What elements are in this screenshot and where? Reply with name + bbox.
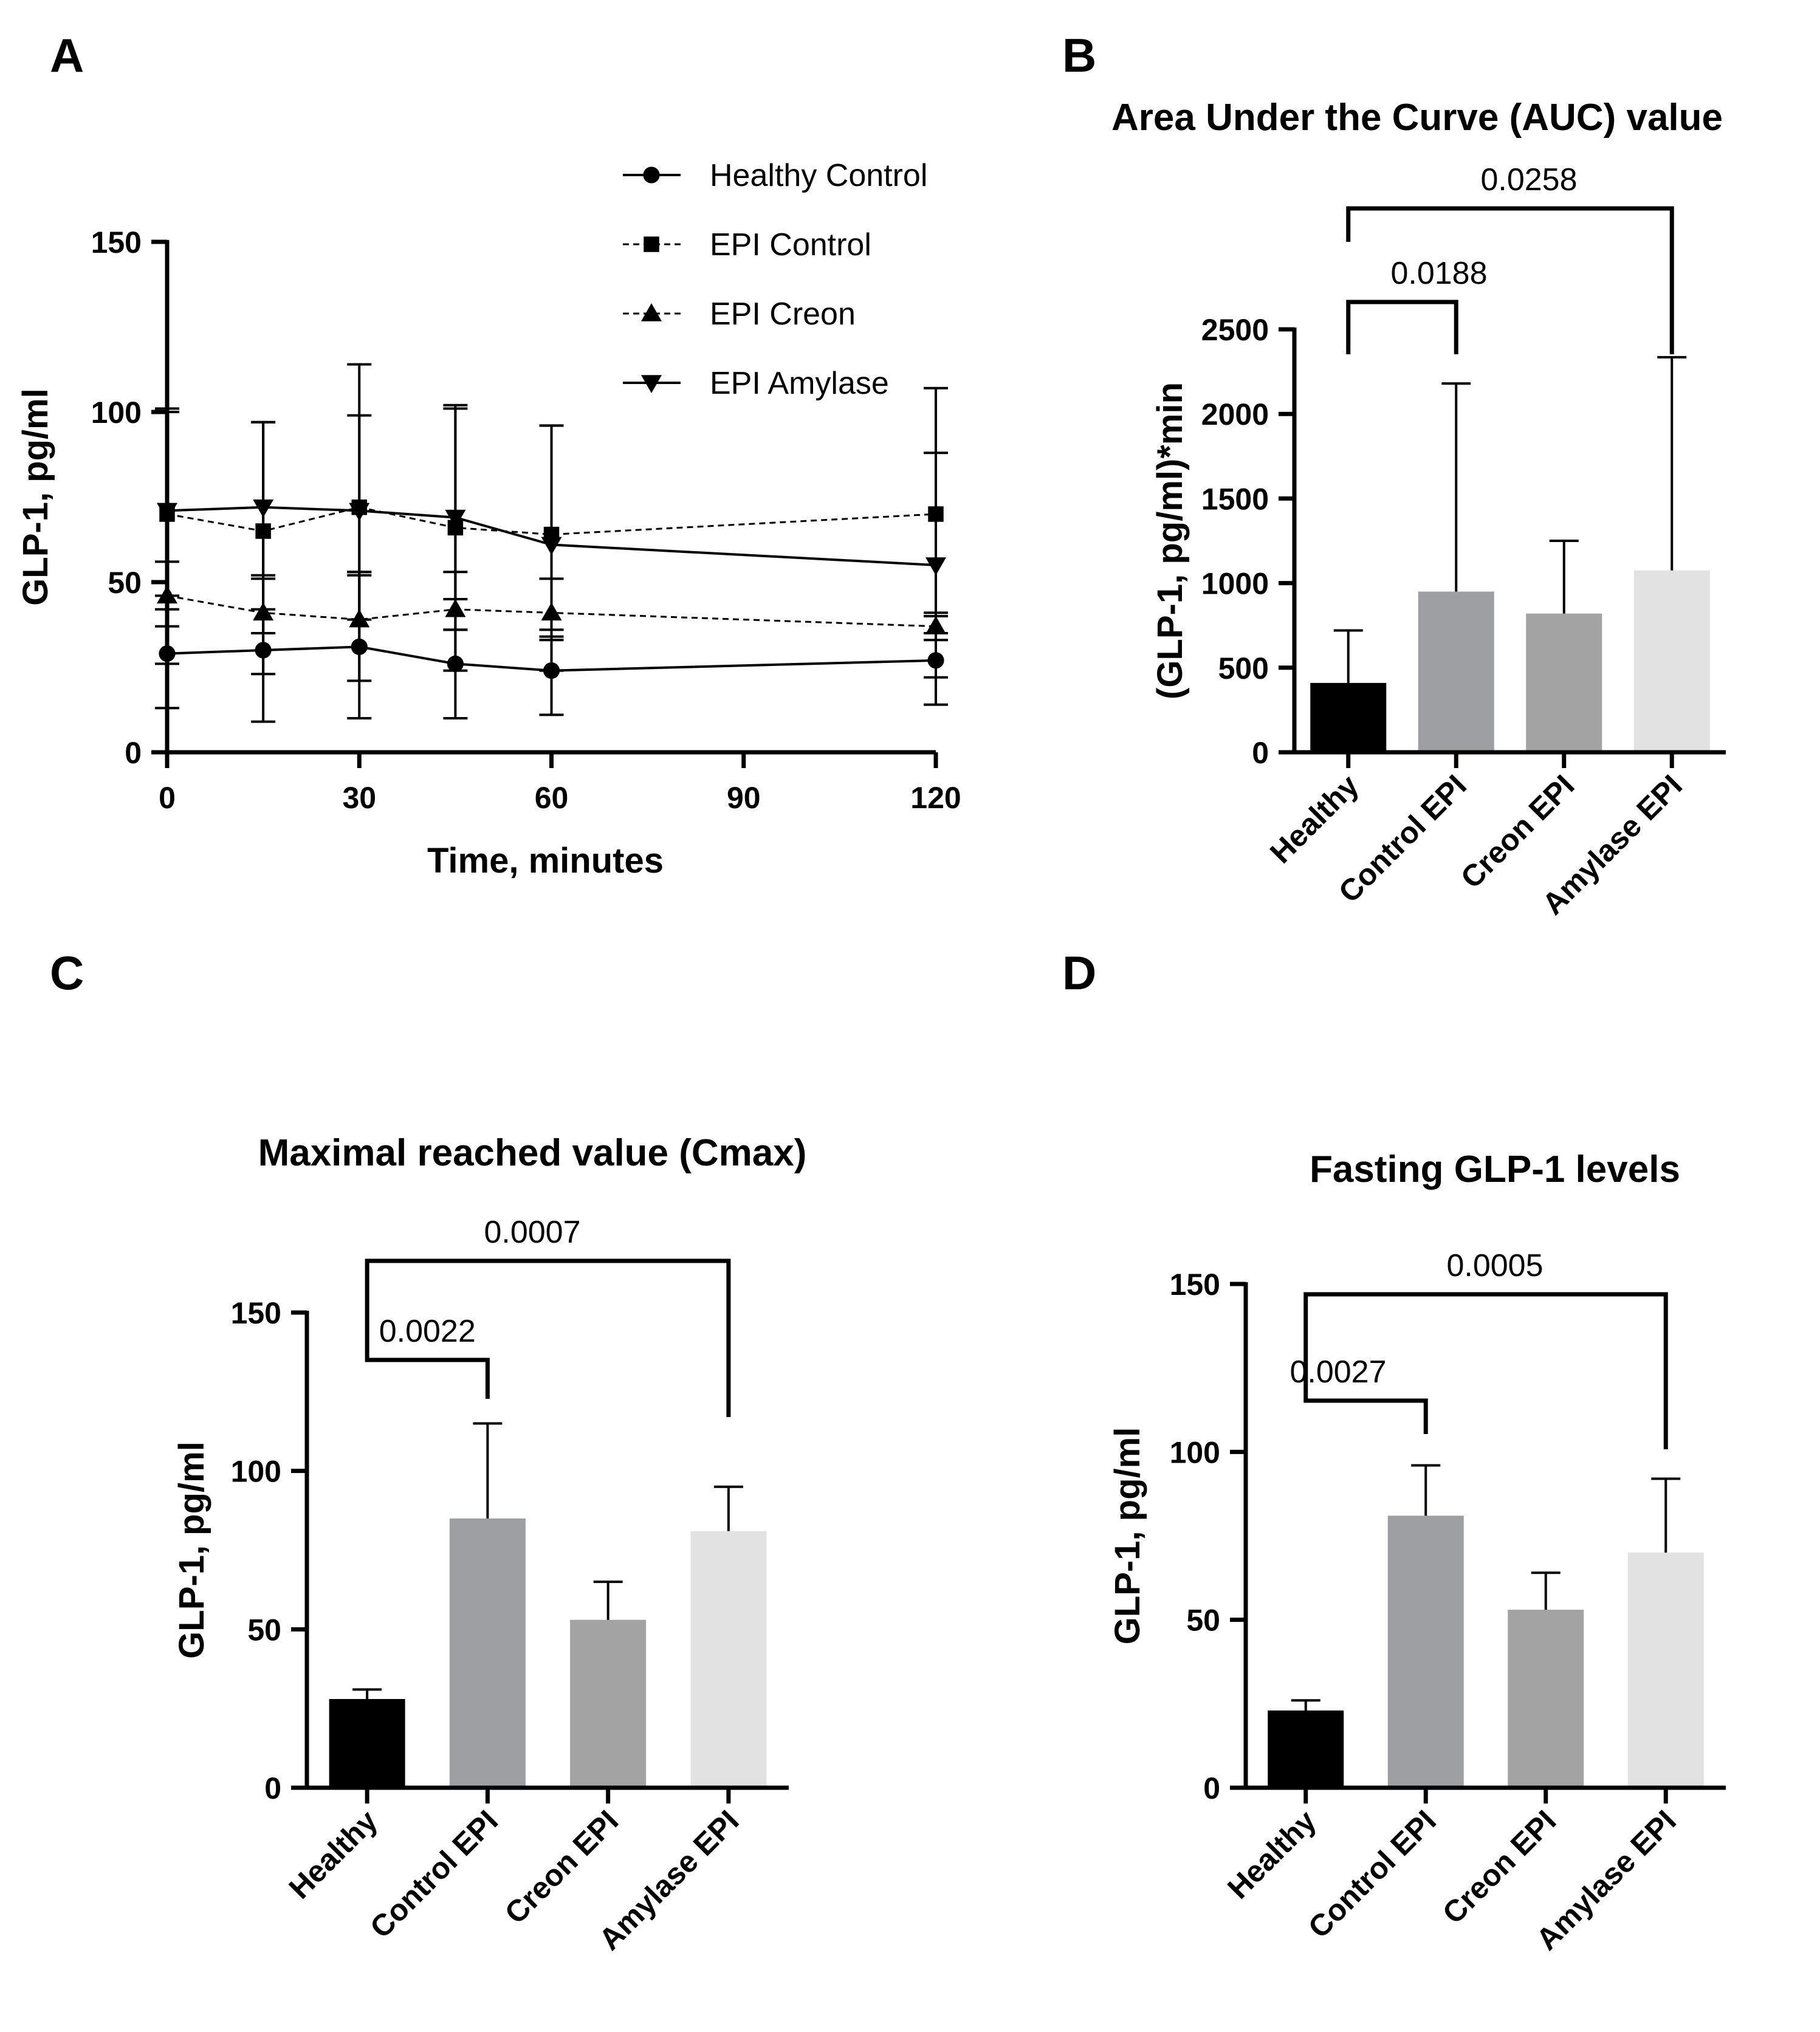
p-value-label: 0.0005 [1446, 1248, 1543, 1283]
p-value-label: 0.0258 [1480, 162, 1577, 197]
legend-label: EPI Control [710, 227, 871, 263]
y-tick-label: 100 [231, 1455, 281, 1489]
bar-healthy [1310, 682, 1387, 752]
legend-label: EPI Amylase [710, 366, 889, 401]
p-value-label: 0.0022 [379, 1314, 476, 1349]
bar-creon-epi [1508, 1610, 1584, 1788]
y-tick-label: 1500 [1201, 482, 1269, 516]
x-tick-label: 60 [535, 781, 569, 815]
x-tick-label: Healthy [1221, 1804, 1322, 1905]
bar-control-epi [449, 1518, 526, 1788]
legend: Healthy Control EPI Control EPI Creon EPI A… [623, 158, 927, 401]
series-line [167, 506, 936, 566]
legend-label: EPI Creon [710, 297, 856, 332]
y-tick-label: 50 [108, 566, 142, 600]
legend-label: Healthy Control [710, 158, 927, 193]
chart-title: Fasting GLP-1 levels [1310, 1148, 1680, 1190]
significance-bracket [1303, 1334, 1428, 1434]
y-axis-title: (GLP-1, pg/ml)*min [1150, 382, 1190, 699]
bar-creon-epi [570, 1619, 647, 1788]
data-point [253, 602, 274, 621]
y-tick-label: 500 [1218, 651, 1269, 685]
y-axis-title: GLP-1, pg/ml [16, 388, 55, 606]
x-tick-label: Control EPI [363, 1804, 504, 1944]
p-value-label: 0.0027 [1289, 1354, 1386, 1390]
x-tick-label: Healthy [283, 1804, 384, 1905]
bar-control-epi [1418, 591, 1494, 752]
series-line [167, 645, 936, 672]
data-point [349, 503, 370, 521]
x-tick-label: Healthy [1263, 768, 1365, 870]
bar-creon-epi [1526, 613, 1602, 752]
y-tick-label: 100 [1170, 1435, 1220, 1469]
significance-bracket [1346, 206, 1674, 354]
legend-marker [641, 375, 662, 393]
y-tick-label: 1000 [1201, 567, 1269, 601]
x-tick-label: Creon EPI [1436, 1804, 1563, 1931]
y-tick-label: 0 [1203, 1771, 1220, 1805]
panel-b-bar-chart: Area Under the Curve (AUC) value 0 500 1000… [1111, 97, 1726, 921]
panel-letter-a: A [50, 29, 84, 82]
panel-a-line-chart: 0 50 100 150 0 30 60 90 120 Time, minutes GLP-1, p… [16, 158, 961, 880]
x-tick-label: 0 [159, 781, 176, 815]
data-point [445, 599, 466, 617]
panel-d-bar-chart: Fasting GLP-1 levels 0 50 100 150 HealthyCont… [1108, 1148, 1726, 1957]
data-point [349, 609, 370, 628]
data-point [253, 499, 274, 518]
panel-letter-d: D [1062, 946, 1096, 1000]
y-tick-label: 150 [91, 225, 142, 259]
legend-marker [644, 236, 659, 252]
x-axis-title: Time, minutes [427, 841, 664, 880]
y-tick-label: 50 [1186, 1604, 1220, 1638]
data-point [925, 557, 946, 575]
y-tick-label: 2500 [1201, 313, 1269, 347]
significance-bracket [1303, 1292, 1668, 1449]
series-line [167, 506, 936, 536]
chart-title: Maximal reached value (Cmax) [258, 1132, 807, 1174]
bar-amylase-epi [1627, 1553, 1704, 1788]
y-tick-label: 2000 [1201, 397, 1269, 431]
panel-c-bar-chart: Maximal reached value (Cmax) 0 50 100 150 Hea… [172, 1132, 806, 1957]
significance-bracket [1346, 300, 1458, 354]
y-tick-label: 150 [231, 1296, 281, 1330]
significance-bracket [365, 1313, 490, 1399]
panel-letter-b: B [1062, 29, 1096, 82]
y-tick-label: 0 [264, 1771, 281, 1805]
bar-amylase-epi [690, 1531, 767, 1788]
x-tick-label: 120 [910, 781, 961, 815]
significance-bracket [365, 1258, 731, 1417]
bar-control-epi [1387, 1515, 1464, 1788]
x-tick-label: 90 [727, 781, 761, 815]
y-axis-title: GLP-1, pg/ml [172, 1441, 211, 1659]
y-tick-label: 50 [247, 1613, 281, 1647]
x-tick-label: 30 [342, 781, 376, 815]
panel-letter-c: C [50, 946, 84, 1000]
legend-marker [641, 303, 662, 321]
data-point [157, 503, 177, 521]
y-tick-label: 100 [91, 396, 142, 430]
data-point [445, 509, 466, 528]
x-tick-label: Creon EPI [498, 1804, 625, 1931]
y-axis-title: GLP-1, pg/ml [1108, 1427, 1147, 1645]
data-point [541, 537, 562, 555]
bar-healthy [1268, 1710, 1344, 1788]
legend-marker [643, 166, 660, 184]
x-tick-label: Control EPI [1302, 1804, 1443, 1944]
chart-title: Area Under the Curve (AUC) value [1111, 97, 1723, 139]
bar-amylase-epi [1633, 570, 1710, 752]
y-tick-label: 150 [1170, 1268, 1220, 1302]
series-epi-amylase [155, 403, 948, 634]
p-value-label: 0.0007 [484, 1215, 580, 1250]
y-tick-label: 0 [125, 736, 142, 770]
bar-healthy [329, 1699, 405, 1788]
p-value-label: 0.0188 [1390, 256, 1487, 291]
y-tick-label: 0 [1252, 736, 1269, 770]
series-line [167, 594, 936, 628]
